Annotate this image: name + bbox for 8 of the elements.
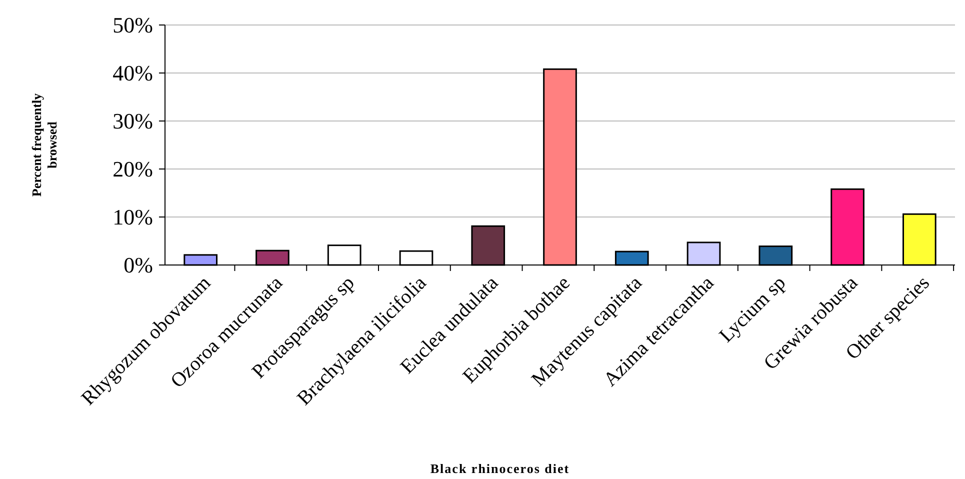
x-axis-title: Black rhinoceros diet: [430, 461, 570, 476]
y-tick-label: 40%: [112, 60, 153, 86]
y-tick-label: 0%: [124, 252, 153, 278]
y-axis-title: Percent frequently browsed: [29, 92, 60, 197]
y-tick-label: 50%: [112, 12, 153, 38]
y-tick-label: 20%: [112, 156, 153, 182]
y-tick-label: 30%: [112, 108, 153, 134]
y-tick-label: 10%: [112, 204, 153, 230]
